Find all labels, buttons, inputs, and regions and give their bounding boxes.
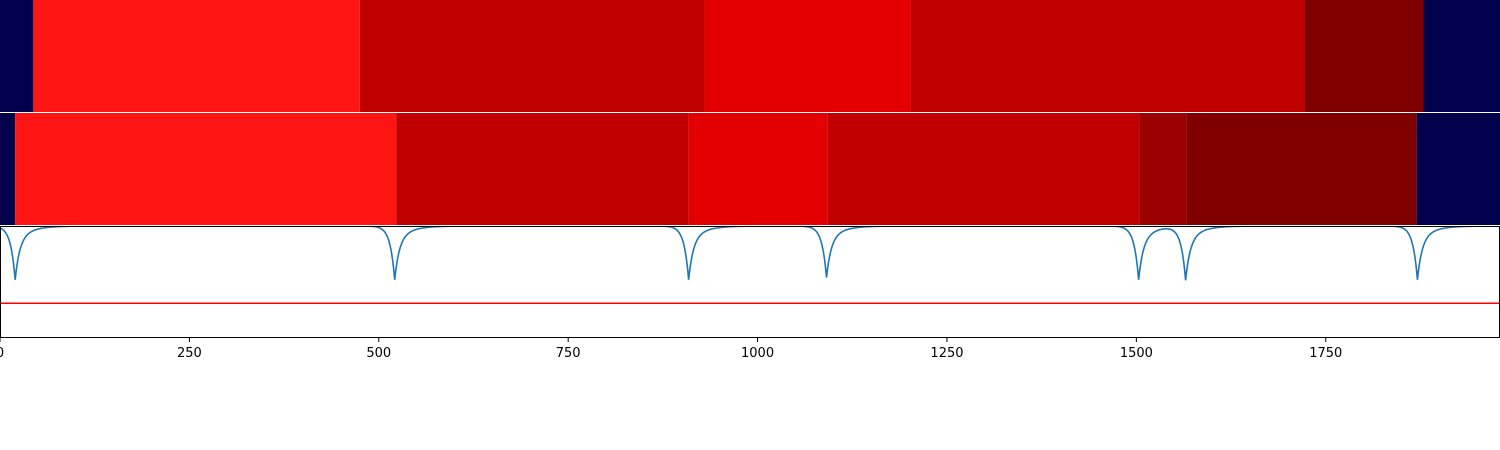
heatmap-segment [0,113,16,225]
heatmap-segment [1416,113,1500,225]
x-tick-label: 1750 [1309,346,1342,361]
heatmap-segment [1304,0,1424,112]
x-tick-label: 750 [556,346,581,361]
x-tick-label: 0 [0,346,4,361]
series-group [0,226,1500,281]
heatmap-segment [1186,113,1417,225]
heatmap-segment [1139,113,1187,225]
heatmap-segment [910,0,1305,112]
heatmap-panel-middle [0,113,1500,225]
x-tick-label: 1500 [1120,346,1153,361]
heatmap-segment [0,0,34,112]
x-axis: 0 250 500 750 1000 1250 1500 1750 [0,338,1342,361]
heatmap-segment [359,0,705,112]
x-tick-label: 250 [177,346,202,361]
heatmap-segment [827,113,1140,225]
heatmap-segment [1423,0,1500,112]
heatmap-segment [396,113,689,225]
x-tick-label: 1250 [930,346,963,361]
line-panel-frame [0,226,1500,338]
heatmap-segment [704,0,911,112]
x-tick-label: 500 [366,346,391,361]
heatmap-segment [33,0,360,112]
series-line [0,226,1500,281]
line-panel [0,226,1500,338]
x-tick-label: 1000 [741,346,774,361]
heatmap-panel-top [0,0,1500,112]
heatmap-segment [15,113,397,225]
heatmap-segment [688,113,828,225]
